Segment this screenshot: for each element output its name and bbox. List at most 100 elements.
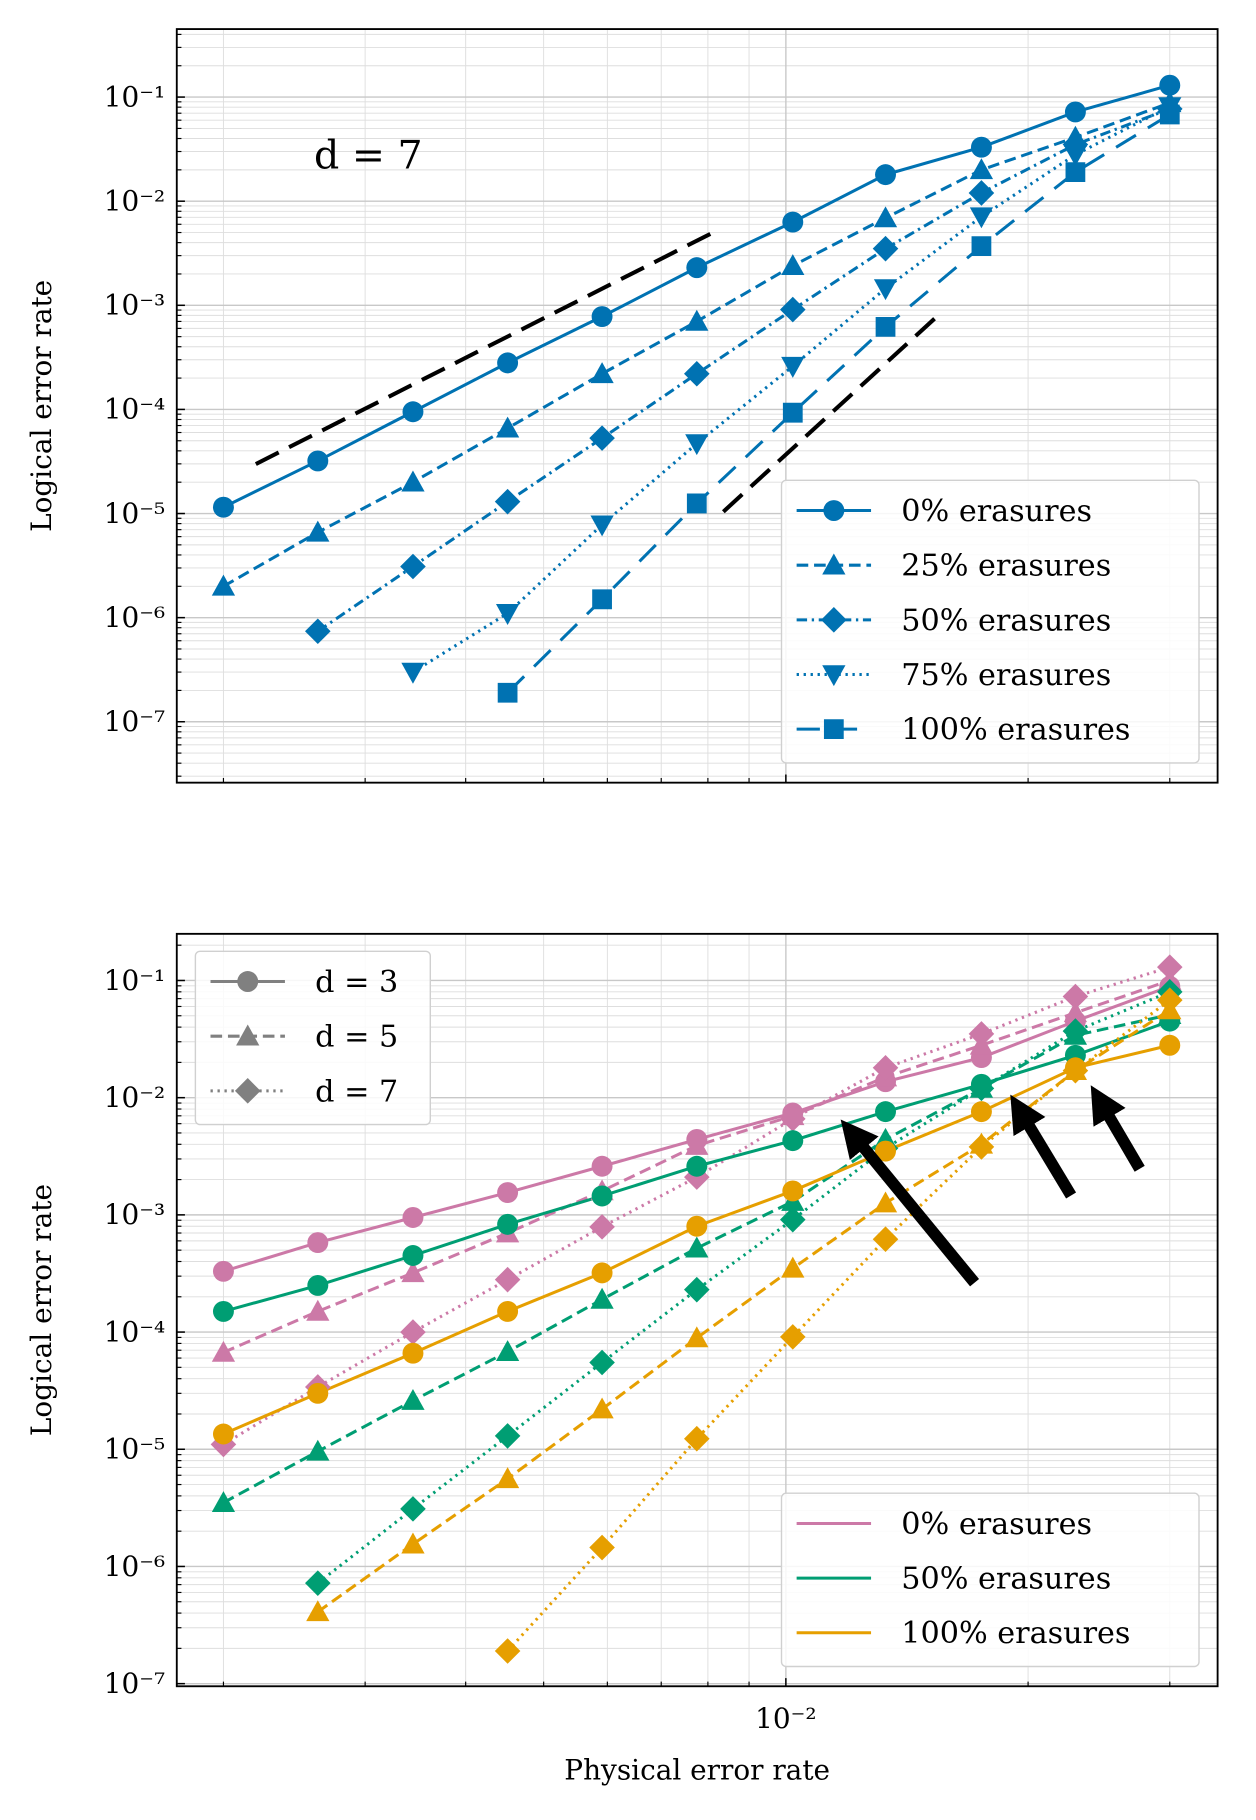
point (590, 515, 614, 537)
point (1063, 145, 1088, 167)
legend-marker (237, 971, 259, 992)
legend-label: d = 3 (315, 965, 398, 1000)
point (400, 553, 426, 580)
y-tick-label: 10⁻⁷ (104, 705, 165, 738)
point (779, 1324, 806, 1350)
legend-marker (823, 719, 844, 740)
point (401, 1532, 425, 1554)
point (1063, 1001, 1088, 1023)
point (1064, 101, 1086, 123)
point (306, 1600, 330, 1622)
point (212, 496, 234, 518)
point (685, 1133, 709, 1155)
point (307, 450, 329, 472)
point (875, 1101, 896, 1123)
series-line (506, 113, 1171, 694)
point (782, 211, 804, 233)
arrow (1090, 1085, 1145, 1172)
point (401, 1261, 425, 1283)
x-axis-label: Physical error rate (564, 1753, 830, 1786)
reference-line (721, 312, 942, 514)
point (969, 158, 994, 180)
point (1159, 104, 1180, 125)
legend-marker (822, 665, 846, 687)
legend-marker (822, 553, 846, 575)
point (873, 279, 898, 301)
point (781, 356, 805, 378)
point (402, 1342, 424, 1364)
point (495, 604, 520, 625)
point (970, 136, 992, 158)
point (684, 360, 710, 387)
point (306, 1439, 330, 1461)
point (401, 1388, 425, 1410)
point (872, 1226, 899, 1252)
point (686, 1155, 708, 1177)
legend-label: 100% erasures (901, 1616, 1130, 1651)
legend-marker (234, 1078, 261, 1104)
series-line (222, 965, 1171, 1446)
point (402, 401, 424, 423)
point (306, 1299, 330, 1321)
legend-label: 50% erasures (901, 603, 1111, 638)
point (591, 1262, 613, 1284)
arrow (840, 1119, 980, 1287)
y-tick-label: 10⁻¹ (104, 964, 165, 997)
series-line (316, 1008, 1171, 1614)
annotation: d = 7 (314, 133, 423, 179)
point (589, 1534, 615, 1561)
point (968, 1134, 995, 1160)
arrow (1010, 1094, 1077, 1199)
series-line (316, 107, 1171, 633)
point (211, 574, 236, 596)
point (875, 1140, 896, 1162)
point (590, 1397, 614, 1419)
legend-marker (236, 1024, 260, 1046)
y-tick-label: 10⁻² (104, 184, 165, 217)
y-tick-label: 10⁻⁴ (104, 393, 165, 426)
y-tick-label: 10⁻⁵ (104, 497, 165, 530)
point (495, 1467, 520, 1489)
point (401, 662, 425, 684)
legend-box (780, 479, 1200, 764)
point (779, 1206, 806, 1233)
point (685, 1236, 709, 1258)
point (589, 1349, 615, 1376)
point (495, 1340, 520, 1361)
point (685, 1326, 709, 1348)
point (494, 488, 521, 515)
legend-marker (823, 500, 845, 521)
point (497, 682, 518, 703)
y-tick-label: 10⁻³ (104, 1198, 165, 1231)
legend-box (780, 1492, 1200, 1668)
point (497, 352, 519, 374)
series-line (316, 990, 1171, 1585)
point (873, 1191, 898, 1213)
point (1156, 954, 1183, 980)
point (497, 1213, 519, 1235)
point (591, 306, 613, 328)
point (873, 206, 898, 228)
point (401, 470, 425, 492)
y-axis-label: Logical error rate (25, 1184, 58, 1436)
point (1065, 162, 1086, 183)
legend-label: 50% erasures (901, 1562, 1111, 1597)
point (1159, 74, 1181, 96)
point (402, 1207, 424, 1228)
point (686, 493, 707, 514)
point (497, 1182, 519, 1204)
point (212, 1423, 234, 1445)
axes-frame (175, 28, 1219, 784)
reference-line (254, 228, 719, 466)
y-axis-label: Logical error rate (25, 280, 58, 532)
axes-frame (175, 932, 1219, 1688)
point (212, 1260, 234, 1282)
point (589, 425, 615, 451)
y-tick-label: 10⁻⁷ (104, 1667, 165, 1700)
point (306, 520, 330, 542)
point (1156, 987, 1183, 1013)
legend-label: 25% erasures (901, 549, 1111, 584)
legend-marker (821, 607, 847, 633)
legend-box (194, 950, 431, 1126)
point (684, 1276, 710, 1303)
